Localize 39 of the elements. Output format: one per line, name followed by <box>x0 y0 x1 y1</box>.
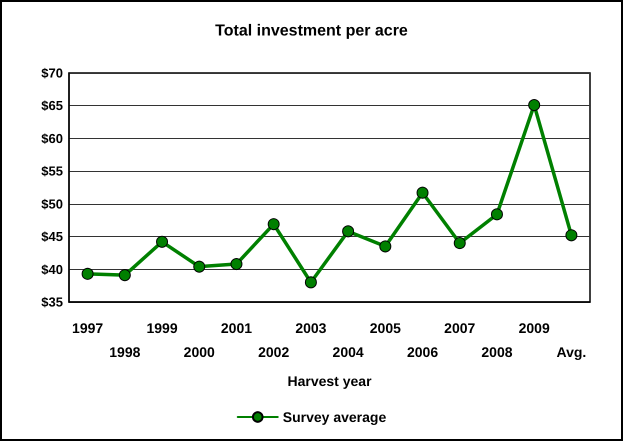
x-tick-label: 2000 <box>184 344 216 360</box>
legend-label: Survey average <box>282 409 386 425</box>
point <box>528 99 540 112</box>
x-tick-label: 2007 <box>444 320 476 336</box>
point <box>565 229 578 242</box>
y-tick-label: $55 <box>41 164 63 179</box>
y-tick-label: $60 <box>41 130 63 146</box>
point <box>193 260 206 273</box>
x-tick-label: 2005 <box>370 320 402 336</box>
x-tick-label: 2003 <box>295 320 327 336</box>
point <box>304 276 317 288</box>
point <box>416 186 429 199</box>
y-tick-label: $65 <box>41 98 63 114</box>
point <box>82 268 94 280</box>
x-tick-label: 2002 <box>258 344 290 360</box>
point <box>156 236 168 248</box>
x-tick-label: 2006 <box>406 344 438 360</box>
point <box>342 225 354 238</box>
x-tick-label: 2004 <box>332 344 364 360</box>
x-tick-label: 2001 <box>220 320 252 336</box>
point <box>118 269 131 282</box>
point <box>268 218 280 230</box>
x-tick-label: 2009 <box>518 320 550 336</box>
x-tick-label: 1997 <box>72 320 104 336</box>
x-tick-label: 2008 <box>481 344 513 360</box>
y-tick-label: $45 <box>41 229 63 244</box>
y-tick-label: $50 <box>41 196 63 212</box>
chart-title: Total investment per acre <box>215 22 408 40</box>
x-tick-label: 1999 <box>146 320 178 336</box>
y-tick-label: $35 <box>41 294 63 310</box>
y-tick-label: $70 <box>41 66 63 80</box>
x-tick-label: Avg. <box>556 344 586 360</box>
x-tick-label: 1998 <box>109 344 141 360</box>
point <box>379 240 392 252</box>
x-axis-title: Harvest year <box>287 373 372 389</box>
point <box>230 258 242 270</box>
point <box>454 237 466 250</box>
y-tick-label: $40 <box>41 262 63 277</box>
point <box>490 208 503 220</box>
